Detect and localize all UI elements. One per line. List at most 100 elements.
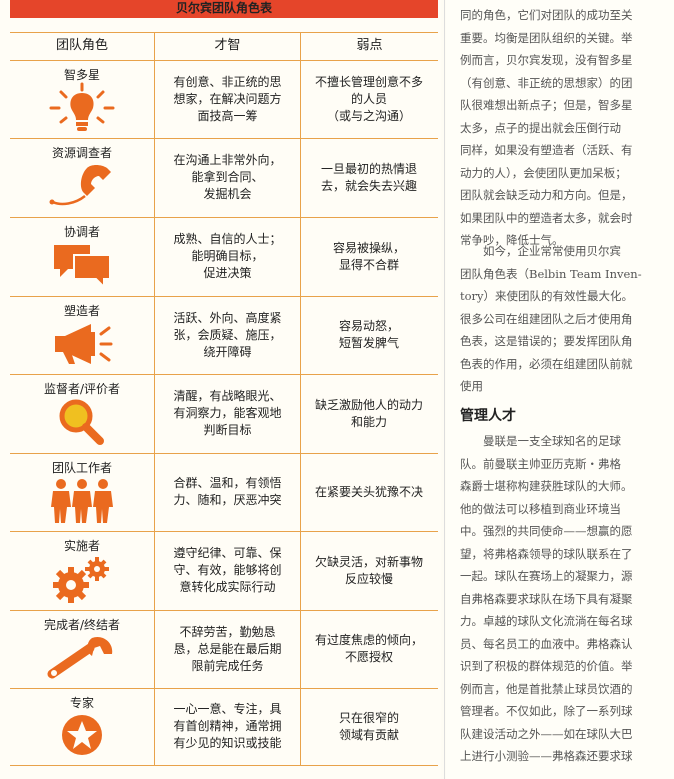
table-rule: [10, 610, 438, 611]
talent-line: 清醒，有战略眼光、: [173, 389, 282, 403]
weakness-cell: 不擅长管理创意不多 的人员 （或与之沟通）: [302, 74, 436, 125]
weakness-line: 显得不合群: [338, 257, 399, 272]
article-line: 管理者。不仅如此，除了一系列球: [460, 704, 633, 718]
role-name: 专家: [69, 696, 94, 710]
talent-line: 发掘机会: [203, 187, 252, 201]
weakness-cell: 缺乏激励他人的动力 和能力: [302, 397, 436, 431]
people-icon: [47, 475, 117, 529]
role-name: 监督者/评价者: [43, 382, 121, 396]
table-rule-top: [10, 32, 438, 33]
article-line: 上进行小测验——弗格森还要求球: [460, 749, 633, 763]
telephone-icon: [47, 160, 117, 214]
table-rule: [10, 688, 438, 689]
role-name: 实施者: [63, 539, 100, 553]
talent-line: 绕开障碍: [203, 344, 252, 359]
table-rule: [10, 138, 438, 139]
article-panel: [446, 0, 674, 779]
article-line: 力。卓越的球队文化流淌在每名球: [460, 614, 633, 628]
article-line: 同样，如果没有塑造者（活跃、有: [460, 143, 633, 157]
article-line: 太多，点子的提出就会压倒行动: [460, 120, 621, 135]
talent-line: 遵守纪律、可靠、保: [173, 546, 282, 560]
talent-cell: 活跃、外向、高度紧 张，会质疑、施压， 绕开障碍: [157, 310, 298, 361]
talent-line: 想家，在解决问题方: [173, 91, 282, 106]
table-rule: [10, 374, 438, 375]
table-panel: [0, 0, 441, 779]
talent-cell: 有创意、非正统的思 想家，在解决问题方 面技高一筹: [157, 74, 298, 125]
talent-line: 有洞察力，能客观地: [173, 406, 282, 420]
article-line: （有创意、非正统的思想家）的团: [460, 75, 633, 90]
weakness-line: 和能力: [350, 414, 387, 429]
table-title: 贝尔宾团队角色表: [10, 0, 438, 18]
lightbulb-icon: [47, 82, 117, 138]
article-line: 动力的人），会使团队更加呆板；: [460, 165, 627, 180]
article-line: 队建设活动之外——如在球队大巴: [460, 726, 633, 741]
article-line: 中。强烈的共同使命——想赢的愿: [460, 524, 633, 538]
weakness-line: 缺乏激励他人的动力: [314, 397, 423, 412]
article-line: 团队角色表（Belbin Team Inven-: [460, 266, 642, 281]
talent-cell: 遵守纪律、可靠、保 守、有效，能够将创 意转化成实际行动: [157, 545, 298, 596]
role-name: 完成者/终结者: [43, 618, 121, 632]
talent-line: 成熟、自信的人士；: [173, 232, 282, 246]
article-line: 常争吵，降低士气。: [460, 233, 564, 247]
weakness-line: 反应较慢: [344, 571, 393, 586]
table-rule: [10, 60, 438, 61]
weakness-line: 的人员: [350, 91, 387, 106]
header-weakness: 弱点: [356, 38, 383, 53]
weakness-cell: 容易被操纵， 显得不合群: [302, 240, 436, 274]
article-line: 团队就会缺乏动力和方向。但是，: [460, 188, 633, 202]
article-line: 如今，企业常常使用贝尔宾: [483, 244, 621, 258]
article-line: 色表的作用，必须在组建团队前就: [460, 356, 633, 371]
weakness-line: 不擅长管理创意不多: [314, 74, 423, 89]
magnifier-icon: [54, 396, 110, 452]
talent-line: 有少见的知识或技能: [173, 736, 282, 750]
role-name: 智多星: [63, 68, 100, 82]
weakness-line: （或与之沟通）: [326, 108, 411, 123]
article-line: 例而言，贝尔宾发现，没有智多星: [460, 53, 633, 67]
talent-line: 一心一意、专注，具: [173, 702, 282, 716]
weakness-cell: 一旦最初的热情退 去，就会失去兴趣: [302, 161, 436, 195]
talent-line: 恳，总是能在最后期: [173, 641, 282, 656]
article-line: 队。前曼联主帅亚历克斯・弗格: [460, 456, 621, 471]
article-line: 使用: [460, 379, 483, 393]
article-line: 队很难想出新点子；但是，智多星: [460, 98, 633, 112]
article-line: 自弗格森要求球队在场下具有凝聚: [460, 591, 633, 606]
star-badge-icon: [57, 710, 107, 764]
role-name: 团队工作者: [51, 461, 112, 475]
table-rule: [10, 531, 438, 532]
article-line: 员、每名员工的血液中。弗格森认: [460, 636, 633, 651]
talent-cell: 合群、温和，有领悟 力、随和，厌恶冲突: [157, 475, 298, 509]
weakness-cell: 容易动怒， 短暂发脾气: [302, 318, 436, 352]
article-line: 他的做法可以移植到商业环境当: [460, 501, 621, 516]
talent-line: 判断目标: [203, 423, 252, 437]
weakness-line: 有过度焦虑的倾向，: [314, 633, 423, 647]
weakness-line: 去，就会失去兴趣: [320, 178, 417, 193]
header-talent: 才智: [214, 38, 241, 53]
weakness-cell: 在紧要关头犹豫不决: [302, 484, 436, 501]
talent-line: 意转化成实际行动: [179, 580, 276, 594]
article-line: 一起。球队在赛场上的凝聚力，源: [460, 569, 633, 583]
megaphone-icon: [47, 318, 117, 372]
weakness-cell: 只在很窄的 领域有贡献: [302, 710, 436, 744]
talent-line: 力、随和，厌恶冲突: [173, 493, 282, 507]
talent-line: 限前完成任务: [191, 658, 264, 673]
wrench-icon: [46, 632, 118, 686]
table-rule: [10, 453, 438, 454]
table-rule: [10, 296, 438, 297]
talent-line: 有创意、非正统的思: [173, 74, 282, 89]
article-paragraph-3: 曼联是一支全球知名的足球 队。前曼联主帅亚历克斯・弗格 森爵士堪称构建获胜球队的大师…: [460, 430, 656, 768]
article-line: 曼联是一支全球知名的足球: [483, 434, 621, 448]
article-line: 望，将弗格森领导的球队联系在了: [460, 546, 633, 561]
article-line: tory）来使团队的有效性最大化。: [460, 289, 634, 303]
role-name: 协调者: [63, 225, 100, 239]
talent-line: 活跃、外向、高度紧: [173, 310, 282, 325]
talent-cell: 不辞劳苦，勤勉恳 恳，总是能在最后期 限前完成任务: [157, 624, 298, 675]
article-paragraph-2: 如今，企业常常使用贝尔宾团队角色表（Belbin Team Inven-tory…: [460, 240, 656, 398]
section-title: 管理人才: [460, 408, 516, 424]
header-role: 团队角色: [55, 38, 108, 53]
talent-line: 面技高一筹: [197, 108, 258, 123]
talent-cell: 一心一意、专注，具 有首创精神，通常拥 有少见的知识或技能: [157, 701, 298, 752]
article-line: 色表，这是错误的；要发挥团队角: [460, 334, 633, 348]
weakness-line: 领域有贡献: [338, 727, 399, 742]
article-line: 很多公司在组建团队之后才使用角: [460, 311, 633, 326]
weakness-line: 在紧要关头犹豫不决: [314, 484, 423, 499]
